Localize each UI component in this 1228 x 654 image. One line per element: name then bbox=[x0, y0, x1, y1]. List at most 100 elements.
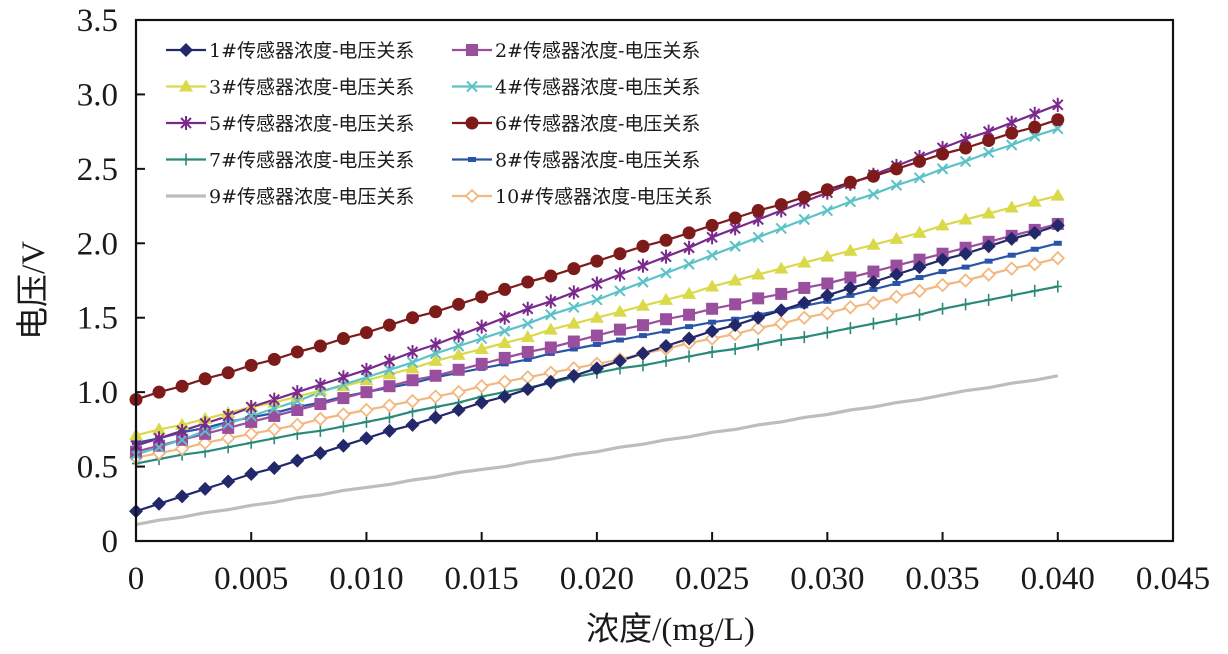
data-point bbox=[359, 326, 373, 340]
data-point bbox=[291, 395, 304, 407]
data-point bbox=[568, 285, 580, 300]
data-point bbox=[752, 231, 764, 244]
y-tick-label: 0.5 bbox=[77, 450, 118, 486]
data-point bbox=[774, 198, 788, 212]
data-point bbox=[360, 362, 373, 377]
data-point bbox=[383, 364, 396, 376]
legend-marker bbox=[179, 79, 193, 92]
data-point bbox=[569, 346, 578, 352]
data-point bbox=[798, 281, 811, 294]
data-point bbox=[1030, 284, 1039, 297]
data-point bbox=[1029, 106, 1041, 121]
data-point bbox=[336, 332, 350, 346]
data-point bbox=[544, 269, 558, 283]
data-point bbox=[614, 267, 626, 282]
data-point bbox=[706, 249, 718, 261]
data-point bbox=[612, 304, 627, 317]
series-markers-1 bbox=[129, 218, 1065, 519]
data-point bbox=[682, 331, 697, 346]
data-point bbox=[592, 342, 601, 348]
data-point bbox=[843, 300, 858, 315]
data-point bbox=[912, 283, 927, 299]
x-tick-label: 0 bbox=[128, 561, 145, 597]
data-point bbox=[890, 179, 903, 191]
x-tick-label: 0.045 bbox=[1136, 561, 1210, 597]
data-point bbox=[797, 310, 812, 325]
x-axis: 0 0.005 0.010 0.015 0.020 0.025 0.030 0.035 0.04… bbox=[128, 532, 1210, 597]
data-point bbox=[313, 339, 327, 353]
data-point bbox=[405, 361, 420, 374]
data-point bbox=[520, 382, 535, 397]
data-point bbox=[429, 347, 442, 360]
data-point bbox=[1027, 194, 1042, 207]
data-point bbox=[912, 225, 927, 238]
data-point bbox=[935, 277, 950, 293]
data-point bbox=[316, 424, 325, 437]
data-point bbox=[636, 319, 649, 332]
data-point bbox=[244, 467, 259, 482]
legend-marker bbox=[466, 44, 478, 56]
data-point bbox=[775, 287, 788, 300]
data-point bbox=[475, 357, 488, 370]
data-point bbox=[797, 190, 811, 204]
data-point bbox=[889, 162, 903, 176]
x-tick-label: 0.015 bbox=[445, 561, 519, 597]
data-point bbox=[175, 489, 190, 504]
legend-item-5: 5#传感器浓度-电压关系 bbox=[166, 113, 414, 135]
y-axis-title: 电压/V bbox=[15, 241, 52, 340]
data-point bbox=[1053, 280, 1062, 293]
data-point bbox=[198, 372, 212, 386]
plot-frame bbox=[134, 18, 1175, 543]
x-tick-label: 0.035 bbox=[905, 561, 979, 597]
data-point bbox=[383, 380, 396, 393]
data-point bbox=[362, 415, 371, 428]
data-point bbox=[685, 324, 694, 330]
data-point bbox=[522, 301, 534, 316]
data-point bbox=[497, 336, 512, 349]
data-point bbox=[1027, 256, 1043, 272]
data-point bbox=[638, 359, 647, 372]
data-point bbox=[936, 147, 950, 161]
legend-marker bbox=[180, 116, 192, 130]
legend-label: 8#传感器浓度-电压关系 bbox=[495, 150, 700, 172]
data-point bbox=[659, 338, 674, 353]
data-point bbox=[1007, 252, 1016, 258]
data-point bbox=[567, 262, 581, 276]
data-point bbox=[777, 334, 786, 347]
data-point bbox=[705, 218, 719, 232]
legend-label: 6#传感器浓度-电压关系 bbox=[495, 113, 700, 135]
data-point bbox=[522, 317, 534, 330]
data-point bbox=[1051, 113, 1065, 127]
data-point bbox=[1030, 246, 1039, 252]
legend-marker bbox=[466, 80, 478, 93]
data-point bbox=[566, 316, 581, 329]
data-point bbox=[800, 331, 809, 344]
series-markers-10 bbox=[128, 250, 1066, 465]
data-point bbox=[981, 206, 996, 219]
data-point bbox=[474, 341, 489, 354]
plot-markers bbox=[128, 97, 1066, 519]
data-point bbox=[545, 309, 557, 321]
data-point bbox=[682, 226, 696, 240]
data-point bbox=[869, 286, 878, 292]
data-point bbox=[728, 273, 743, 286]
data-point bbox=[152, 496, 167, 511]
data-point bbox=[797, 295, 812, 310]
data-point bbox=[981, 239, 996, 254]
data-point bbox=[268, 409, 281, 422]
data-point bbox=[751, 267, 766, 280]
data-point bbox=[912, 260, 927, 275]
data-point bbox=[590, 254, 604, 268]
data-point bbox=[153, 439, 166, 452]
data-point bbox=[452, 340, 465, 352]
data-point bbox=[961, 264, 970, 270]
data-point bbox=[152, 385, 166, 399]
data-point bbox=[591, 276, 603, 291]
legend-label: 9#传感器浓度-电压关系 bbox=[209, 186, 414, 208]
data-point bbox=[1050, 188, 1065, 201]
data-point bbox=[176, 434, 188, 446]
data-point bbox=[382, 318, 396, 332]
legend-item-3: 3#传感器浓度-电压关系 bbox=[166, 77, 414, 99]
data-point bbox=[613, 323, 626, 336]
